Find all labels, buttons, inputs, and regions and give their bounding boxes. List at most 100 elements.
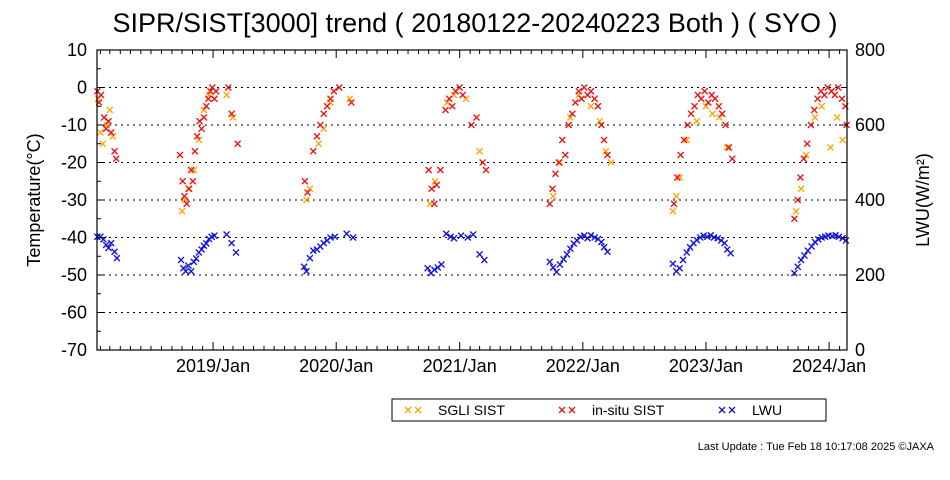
data-point — [597, 238, 605, 246]
data-point — [549, 185, 556, 193]
data-point — [725, 144, 733, 151]
y2-tick-label: 0 — [855, 340, 865, 360]
data-point — [587, 102, 595, 110]
data-point — [177, 256, 185, 264]
y-tick-label: -60 — [61, 303, 87, 323]
data-point — [794, 196, 802, 204]
data-point — [565, 121, 573, 129]
data-point — [814, 235, 822, 243]
data-point — [229, 114, 237, 121]
data-point — [796, 174, 804, 181]
data-point — [190, 166, 198, 174]
data-point — [107, 239, 115, 247]
data-point — [814, 95, 822, 103]
data-point — [687, 110, 695, 118]
data-point — [552, 170, 559, 178]
data-point — [347, 99, 355, 106]
data-point — [97, 91, 105, 99]
data-point — [343, 230, 351, 238]
data-point — [600, 243, 608, 251]
data-point — [807, 121, 815, 129]
data-point — [306, 254, 314, 262]
data-point — [670, 200, 678, 208]
data-point — [464, 234, 472, 241]
data-point — [306, 185, 314, 193]
data-point — [206, 87, 214, 95]
data-point — [315, 140, 323, 148]
legend-box — [391, 398, 827, 422]
data-point — [330, 87, 338, 95]
data-point — [431, 177, 439, 185]
data-point — [801, 252, 808, 259]
data-point — [234, 140, 242, 148]
data-point — [587, 231, 595, 239]
data-point — [210, 232, 218, 240]
data-point — [424, 264, 432, 272]
data-point — [105, 244, 112, 252]
data-point — [316, 121, 324, 129]
x-tick-label: 2023/Jan — [669, 356, 743, 376]
data-point — [693, 117, 701, 125]
data-point — [810, 106, 818, 114]
data-point — [443, 99, 451, 106]
data-point — [109, 132, 117, 140]
data-point — [450, 91, 458, 99]
data-point — [794, 263, 802, 271]
data-point — [711, 95, 719, 103]
data-point — [553, 268, 560, 276]
data-point — [561, 151, 569, 159]
data-point — [102, 125, 110, 133]
data-point — [556, 261, 564, 268]
data-point — [603, 151, 611, 159]
data-point — [790, 269, 798, 277]
series-group — [93, 230, 850, 277]
x-tick-label: 2022/Jan — [546, 356, 620, 376]
data-point — [708, 110, 716, 118]
data-point — [566, 245, 574, 253]
data-point — [602, 147, 610, 155]
data-point — [549, 264, 557, 271]
data-point — [714, 234, 722, 242]
data-point — [346, 95, 354, 103]
data-point — [425, 166, 433, 174]
data-point — [716, 114, 723, 121]
data-point — [195, 136, 203, 144]
data-point — [204, 95, 212, 103]
data-point — [468, 121, 475, 129]
data-point — [803, 140, 811, 148]
data-point — [99, 140, 107, 148]
data-point — [191, 147, 199, 155]
data-point — [327, 95, 334, 103]
data-point — [228, 239, 236, 247]
legend-marker — [568, 406, 576, 414]
legend-label: SGLI SIST — [438, 402, 505, 418]
data-point — [313, 132, 321, 140]
data-point — [459, 91, 467, 99]
y2-tick-label: 800 — [855, 40, 885, 60]
data-point — [198, 125, 206, 133]
data-point — [228, 110, 236, 118]
data-point — [331, 233, 339, 241]
data-point — [831, 91, 839, 99]
gridlines — [97, 87, 847, 313]
data-point — [232, 249, 240, 256]
data-point — [442, 230, 450, 238]
data-point — [802, 151, 810, 159]
data-point — [575, 87, 583, 95]
y-tick-label: -70 — [61, 340, 87, 360]
x-tick-label: 2019/Jan — [176, 356, 250, 376]
data-point — [549, 192, 557, 200]
data-point — [182, 267, 190, 275]
data-point — [556, 159, 564, 166]
data-point — [476, 147, 484, 155]
data-point — [607, 159, 615, 166]
data-point — [200, 106, 208, 114]
data-point — [568, 110, 576, 118]
data-point — [438, 261, 445, 268]
data-point — [546, 258, 554, 266]
y-tick-label: -40 — [61, 228, 87, 248]
data-point — [476, 250, 484, 258]
legend: SGLI SIST in-situ SIST LWU — [391, 398, 827, 422]
data-point — [563, 250, 571, 258]
data-point — [335, 84, 343, 91]
